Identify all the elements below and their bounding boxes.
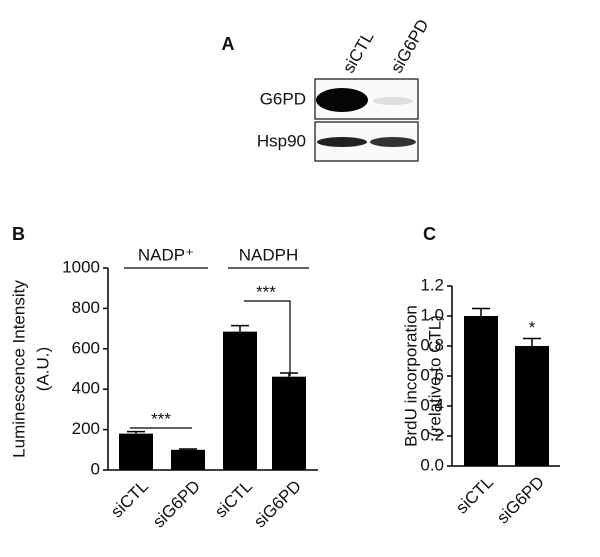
panel-label: C <box>423 224 436 244</box>
y-tick-label: 1.0 <box>420 305 444 324</box>
y-tick-label: 0 <box>91 459 100 478</box>
y-tick-label: 0.8 <box>420 335 444 354</box>
y-axis-label: BrdU incorporation <box>401 305 420 447</box>
bar <box>171 449 205 470</box>
y-tick-label: 0.4 <box>420 395 444 414</box>
y-axis-label: (A.U.) <box>33 347 52 391</box>
y-tick-label: 800 <box>72 298 100 317</box>
x-tick-label: siG6PD <box>493 473 548 528</box>
bar <box>464 316 498 466</box>
sig-label: *** <box>256 282 276 301</box>
x-tick-label: siCTL <box>452 473 497 518</box>
y-tick-label: 200 <box>72 419 100 438</box>
x-tick-label: siCTL <box>211 477 256 522</box>
blot-band <box>370 137 416 147</box>
x-tick-label: siCTL <box>107 477 152 522</box>
y-tick-label: 0.6 <box>420 365 444 384</box>
blot-band <box>317 137 367 147</box>
blot-band <box>316 88 368 112</box>
lane-label: siG6PD <box>387 16 433 76</box>
blot-band <box>373 97 413 105</box>
bar <box>119 433 153 470</box>
y-tick-label: 1.2 <box>420 275 444 294</box>
group-label: NADPH <box>239 245 299 264</box>
y-axis-label: Luminescence Intensity <box>9 280 28 458</box>
sig-label: * <box>529 318 536 337</box>
bar <box>223 331 257 470</box>
sig-label: *** <box>151 409 171 428</box>
panel-label: B <box>12 224 25 244</box>
x-tick-label: siG6PD <box>250 477 305 532</box>
panel-label: A <box>222 34 235 54</box>
x-tick-label: siG6PD <box>149 477 204 532</box>
row-label: G6PD <box>260 89 306 108</box>
y-tick-label: 600 <box>72 338 100 357</box>
y-axis-label: (relative to CTL) <box>425 315 444 437</box>
y-tick-label: 400 <box>72 379 100 398</box>
y-tick-label: 1000 <box>62 257 100 276</box>
row-label: Hsp90 <box>257 131 306 150</box>
bar <box>272 376 306 470</box>
y-tick-label: 0.2 <box>420 425 444 444</box>
bar <box>515 346 549 466</box>
lane-label: siCTL <box>339 28 378 76</box>
sig-bracket <box>244 300 291 376</box>
y-tick-label: 0.0 <box>420 455 444 474</box>
group-label: NADP⁺ <box>138 245 194 264</box>
